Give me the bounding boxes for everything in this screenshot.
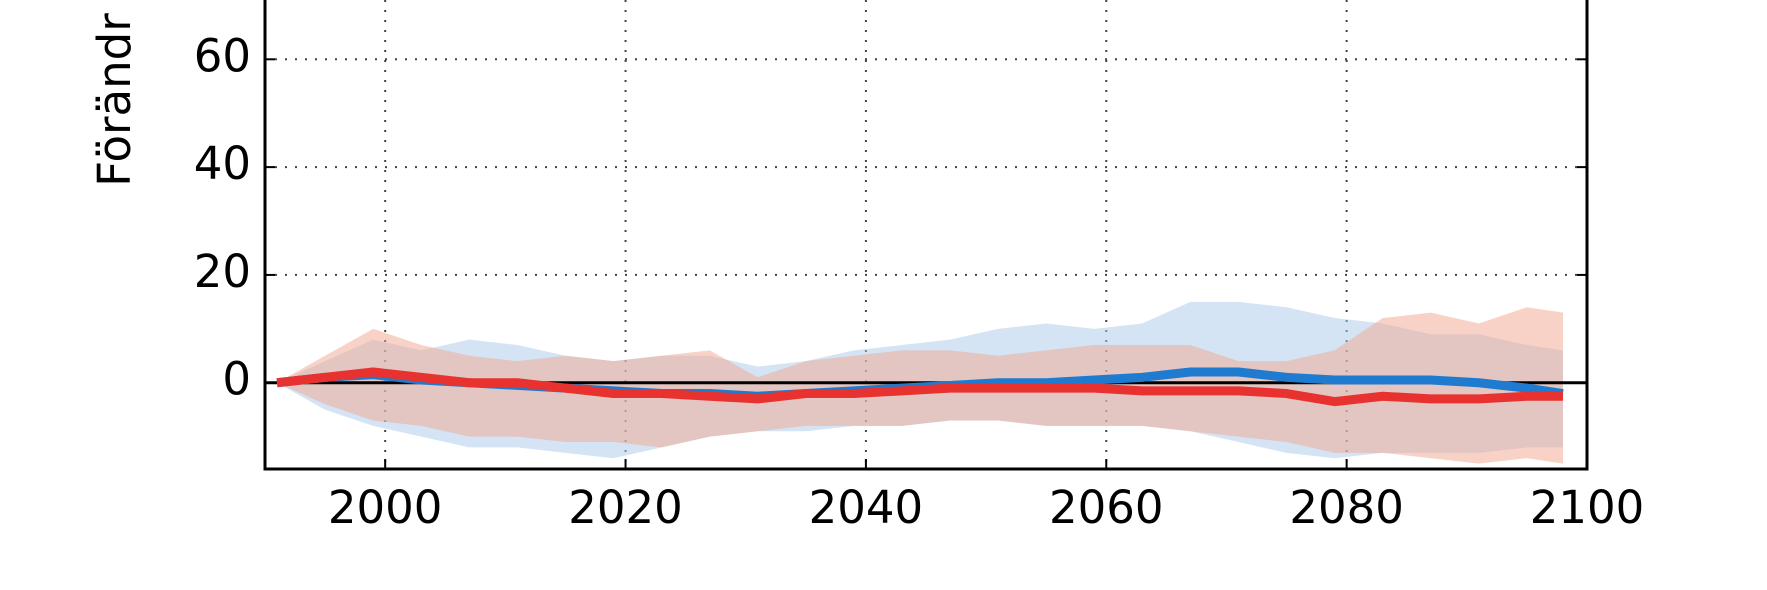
y-tick-label: 60: [194, 29, 251, 82]
x-tick-label: 2020: [568, 481, 683, 534]
y-tick-label: 0: [222, 353, 251, 406]
x-tick-label: 2060: [1049, 481, 1164, 534]
x-tick-label: 2080: [1289, 481, 1404, 534]
y-tick-label: 40: [194, 137, 251, 190]
series-line: [276, 367, 1563, 407]
x-tick-label: 2040: [809, 481, 924, 534]
x-tick-label: 2000: [328, 481, 443, 534]
y-axis-label: Förändr: [88, 13, 141, 187]
y-tick-label: 20: [194, 245, 251, 298]
axes-frame: [263, 0, 1589, 471]
x-tick-label: 2100: [1530, 481, 1645, 534]
